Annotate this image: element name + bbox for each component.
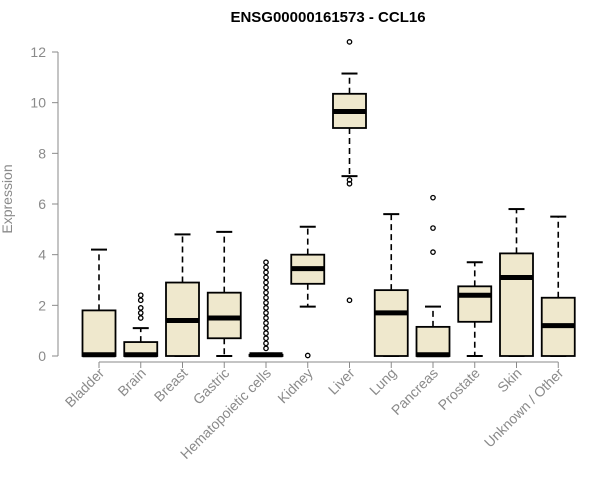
outlier-point — [137, 297, 144, 304]
box-hematopoietic-cells — [248, 259, 284, 358]
outlier-point — [346, 177, 353, 183]
outlier-point — [346, 39, 353, 45]
outlier-point — [263, 305, 269, 311]
box-brain — [123, 292, 159, 358]
y-tick-label: 4 — [38, 247, 46, 263]
outlier-point — [263, 294, 269, 301]
outlier-point — [263, 279, 269, 286]
outlier-point — [137, 305, 144, 311]
x-tick-label: Bladder — [62, 365, 108, 411]
x-axis — [98, 361, 559, 368]
outlier-point — [263, 345, 269, 352]
outlier-point — [430, 225, 436, 231]
x-tick-label: Lung — [366, 365, 399, 398]
x-tick-label: Skin — [494, 365, 525, 396]
boxes-group — [81, 39, 576, 359]
y-axis-title: Expression — [0, 164, 15, 233]
outlier-point — [137, 310, 144, 316]
box-bladder — [81, 248, 117, 358]
box-breast — [165, 233, 200, 357]
outlier-point — [263, 325, 269, 331]
iqr-box — [499, 252, 534, 357]
outlier-point — [137, 315, 144, 321]
box-lung — [373, 213, 409, 357]
outlier-point — [263, 315, 269, 321]
box-gastric — [206, 230, 242, 357]
outlier-point — [263, 340, 269, 347]
box-unknown-other — [540, 215, 576, 357]
outlier-point — [304, 352, 311, 359]
box-prostate — [457, 261, 493, 357]
box-kidney — [290, 225, 326, 359]
outlier-point — [263, 284, 269, 291]
outlier-point — [263, 335, 269, 342]
y-tick-label: 12 — [30, 44, 46, 60]
outlier-point — [263, 269, 269, 276]
iqr-box — [457, 285, 493, 323]
outlier-point — [263, 264, 269, 271]
outlier-point — [430, 249, 436, 255]
y-tick-label: 10 — [30, 95, 46, 111]
outlier-point — [263, 289, 269, 296]
outlier-point — [263, 299, 269, 306]
outlier-point — [137, 292, 144, 299]
x-tick-label: Liver — [325, 365, 358, 398]
outlier-point — [263, 310, 269, 316]
y-tick-label: 8 — [38, 145, 46, 161]
iqr-box — [373, 289, 409, 357]
box-liver — [332, 39, 367, 304]
chart-title: ENSG00000161573 - CCL16 — [230, 9, 425, 26]
outlier-point — [263, 274, 269, 281]
y-tick-label: 0 — [38, 348, 46, 364]
x-tick-label: Unknown / Other — [481, 365, 567, 451]
x-tick-label: Prostate — [435, 365, 483, 413]
y-axis: 0 2 4 6 8 10 12 — [30, 44, 59, 364]
iqr-box — [415, 325, 451, 357]
x-tick-label: Brain — [114, 365, 148, 399]
iqr-box — [81, 309, 117, 357]
outlier-point — [263, 320, 269, 326]
box-pancreas — [415, 194, 451, 358]
outlier-point — [263, 259, 269, 266]
x-tick-label: Breast — [151, 365, 191, 405]
outlier-point — [346, 297, 353, 304]
outlier-point — [263, 330, 269, 337]
x-tick-label: Kidney — [274, 365, 316, 407]
y-tick-label: 2 — [38, 297, 46, 313]
outlier-point — [430, 194, 436, 201]
y-tick-label: 6 — [38, 196, 46, 212]
box-skin — [499, 208, 534, 357]
iqr-box — [206, 291, 242, 340]
